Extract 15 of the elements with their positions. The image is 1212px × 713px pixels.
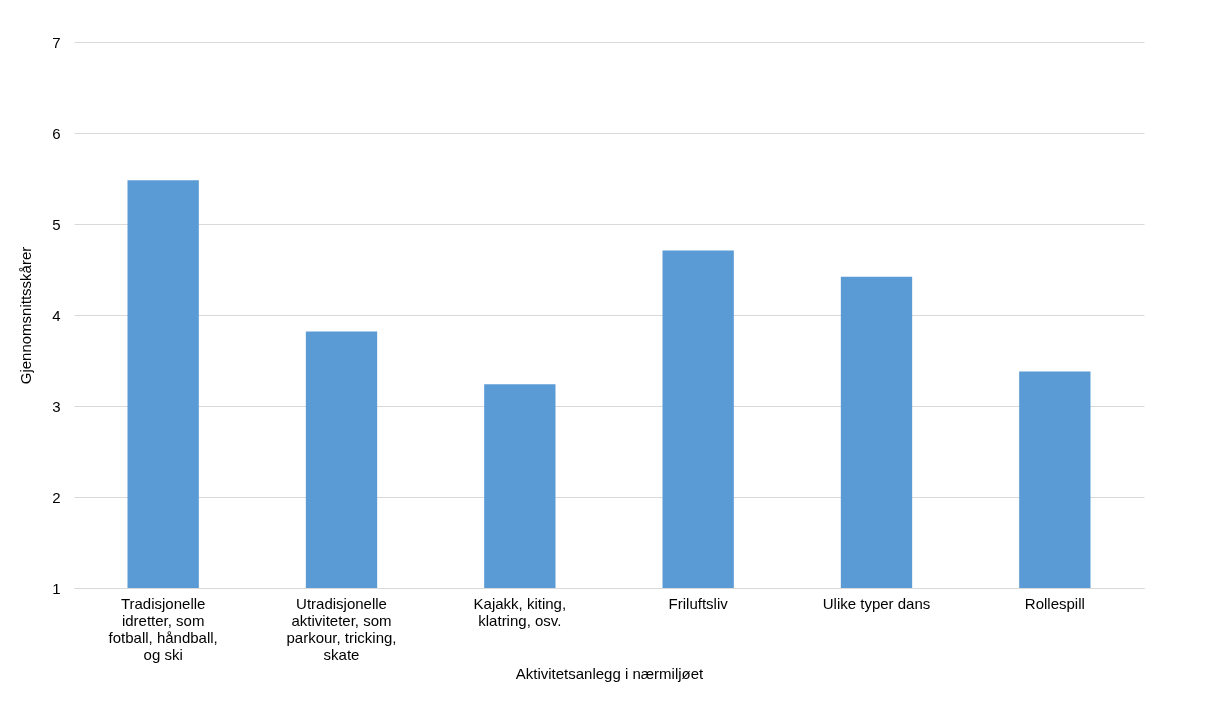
y-tick-label: 1 [52,579,61,597]
x-tick-label: Utradisjonelle aktiviteter, som parkour, tricking, skate [286,594,397,663]
y-axis-title: Gjennomsnittsskårer [17,246,35,385]
y-tick-label: 4 [52,306,61,324]
y-tick-label: 3 [52,397,61,415]
x-tick-label: Kajakk, kiting, klatring, osv. [473,594,567,629]
y-tick-label: 7 [52,33,61,51]
x-tick-label: Ulike typer dans [822,594,931,612]
x-axis-title: Aktivitetsanlegg i nærmiljøet [515,664,705,682]
x-tick-label: Friluftsliv [668,594,729,612]
y-tick-label: 2 [52,488,61,506]
x-tick-label: Tradisjonelle idretter, som fotball, håndball, og ski [108,594,218,663]
x-tick-label: Rollespill [1024,594,1085,612]
y-tick-label: 6 [52,124,61,142]
y-tick-label: 5 [52,215,61,233]
